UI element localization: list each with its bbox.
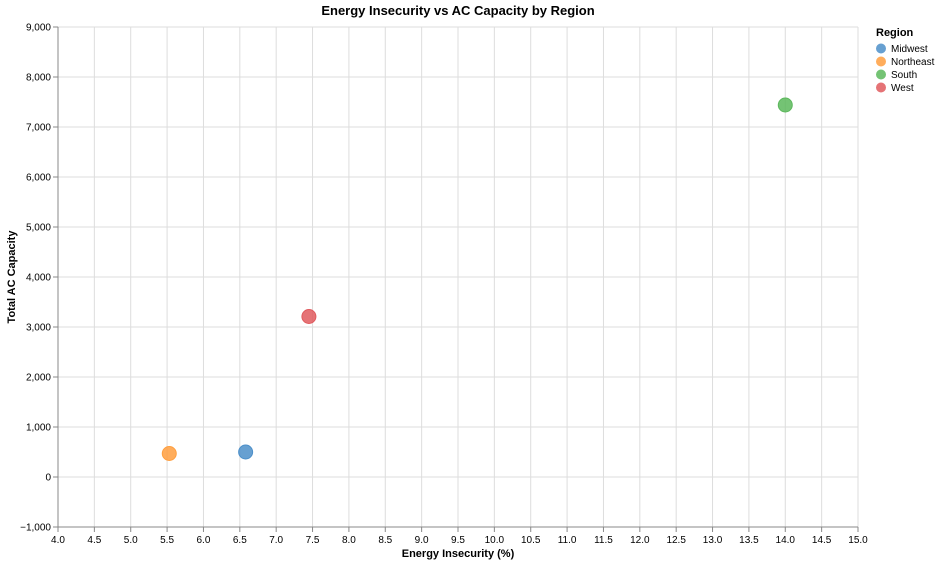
chart-title: Energy Insecurity vs AC Capacity by Regi… <box>321 3 594 18</box>
x-axis-title: Energy Insecurity (%) <box>402 548 515 560</box>
legend-swatch-west <box>876 82 886 93</box>
x-tick-label: 15.0 <box>848 535 868 546</box>
legend-label-midwest: Midwest <box>891 44 928 55</box>
x-tick-label: 6.0 <box>197 535 211 546</box>
data-points <box>161 97 793 461</box>
point-northeast <box>161 446 177 461</box>
legend-swatch-south <box>876 69 886 80</box>
x-tick-label: 6.5 <box>233 535 247 546</box>
y-axis-title: Total AC Capacity <box>6 230 18 324</box>
y-tick-label: 1,000 <box>26 423 51 434</box>
y-tick-label: 9,000 <box>26 23 51 34</box>
point-west <box>301 309 317 324</box>
y-axis: −1,000 0 1,000 2,000 3,000 4,000 5,000 6,000 7,0… <box>20 23 59 534</box>
y-tick-label: 8,000 <box>26 73 51 84</box>
x-tick-label: 14.0 <box>776 535 796 546</box>
grid-lines <box>57 26 859 528</box>
x-tick-label: 7.0 <box>269 535 283 546</box>
legend-title: Region <box>876 27 914 39</box>
y-tick-label: 0 <box>45 473 51 484</box>
legend-label-south: South <box>891 70 917 81</box>
x-tick-label: 12.0 <box>630 535 650 546</box>
y-tick-label: 2,000 <box>26 373 51 384</box>
x-tick-label: 14.5 <box>812 535 832 546</box>
legend-swatch-northeast <box>876 56 886 67</box>
legend-label-west: West <box>891 83 914 94</box>
point-south <box>777 97 793 113</box>
y-tick-label: 4,000 <box>26 273 51 284</box>
y-tick-label: 3,000 <box>26 323 51 334</box>
x-axis: 4.0 4.5 5.0 5.5 6.0 6.5 7.0 7.5 8.0 8.5 9.0 9.5 10.0… <box>51 526 868 546</box>
x-tick-label: 9.5 <box>451 535 465 546</box>
x-tick-label: 12.5 <box>666 535 686 546</box>
legend-label-northeast: Northeast <box>891 57 935 68</box>
point-midwest <box>238 444 254 460</box>
x-tick-label: 11.0 <box>558 535 577 546</box>
x-tick-label: 9.0 <box>415 535 429 546</box>
y-tick-label: 5,000 <box>26 223 51 234</box>
x-tick-label: 4.0 <box>51 535 65 546</box>
x-tick-label: 10.5 <box>521 535 541 546</box>
x-tick-label: 4.5 <box>87 535 101 546</box>
x-tick-label: 13.5 <box>739 535 759 546</box>
x-tick-label: 10.0 <box>485 535 505 546</box>
legend-swatch-midwest <box>876 43 886 54</box>
x-tick-label: 5.5 <box>160 535 174 546</box>
x-tick-label: 5.0 <box>124 535 138 546</box>
y-tick-label: −1,000 <box>20 523 51 534</box>
x-tick-label: 7.5 <box>306 535 320 546</box>
x-tick-label: 11.5 <box>594 535 613 546</box>
y-tick-label: 7,000 <box>26 123 51 134</box>
legend: Region Midwest Northeast South West <box>876 27 935 94</box>
x-tick-label: 13.0 <box>703 535 723 546</box>
x-tick-label: 8.5 <box>378 535 392 546</box>
y-tick-label: 6,000 <box>26 173 51 184</box>
x-tick-label: 8.0 <box>342 535 356 546</box>
